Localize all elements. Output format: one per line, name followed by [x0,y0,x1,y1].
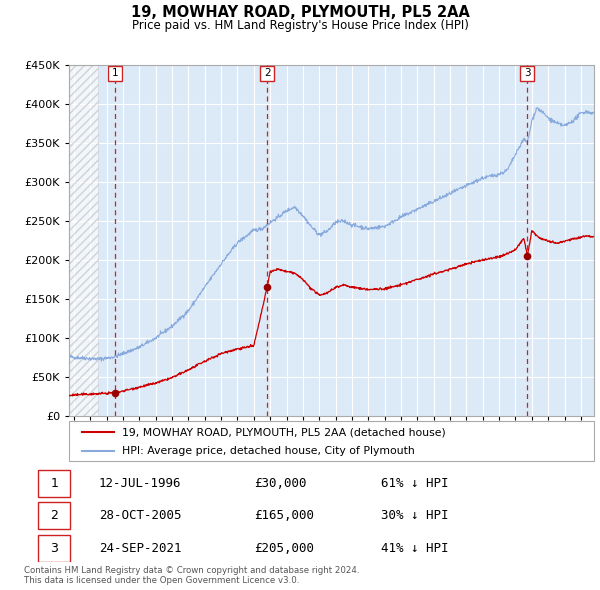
Text: 2: 2 [264,68,271,78]
Text: 30% ↓ HPI: 30% ↓ HPI [381,509,449,522]
FancyBboxPatch shape [38,535,70,562]
FancyBboxPatch shape [38,503,70,529]
FancyBboxPatch shape [38,470,70,497]
Text: £165,000: £165,000 [254,509,314,522]
Text: 19, MOWHAY ROAD, PLYMOUTH, PL5 2AA (detached house): 19, MOWHAY ROAD, PLYMOUTH, PL5 2AA (deta… [121,427,445,437]
Text: 3: 3 [50,542,58,555]
Text: 61% ↓ HPI: 61% ↓ HPI [381,477,449,490]
Text: 1: 1 [50,477,58,490]
Text: This data is licensed under the Open Government Licence v3.0.: This data is licensed under the Open Gov… [24,576,299,585]
Text: 12-JUL-1996: 12-JUL-1996 [99,477,181,490]
Bar [109,67,122,80]
Text: Price paid vs. HM Land Registry's House Price Index (HPI): Price paid vs. HM Land Registry's House … [131,19,469,32]
Text: 2: 2 [50,509,58,522]
Bar [260,67,274,80]
Text: £205,000: £205,000 [254,542,314,555]
Bar [520,67,535,80]
Text: HPI: Average price, detached house, City of Plymouth: HPI: Average price, detached house, City… [121,445,414,455]
Text: 3: 3 [524,68,531,78]
Text: 1: 1 [112,68,119,78]
Text: 28-OCT-2005: 28-OCT-2005 [99,509,181,522]
Text: 41% ↓ HPI: 41% ↓ HPI [381,542,449,555]
Text: £30,000: £30,000 [254,477,307,490]
Text: 24-SEP-2021: 24-SEP-2021 [99,542,181,555]
Bar [69,65,98,416]
Text: 19, MOWHAY ROAD, PLYMOUTH, PL5 2AA: 19, MOWHAY ROAD, PLYMOUTH, PL5 2AA [131,5,469,19]
Text: Contains HM Land Registry data © Crown copyright and database right 2024.: Contains HM Land Registry data © Crown c… [24,566,359,575]
FancyBboxPatch shape [69,421,594,461]
